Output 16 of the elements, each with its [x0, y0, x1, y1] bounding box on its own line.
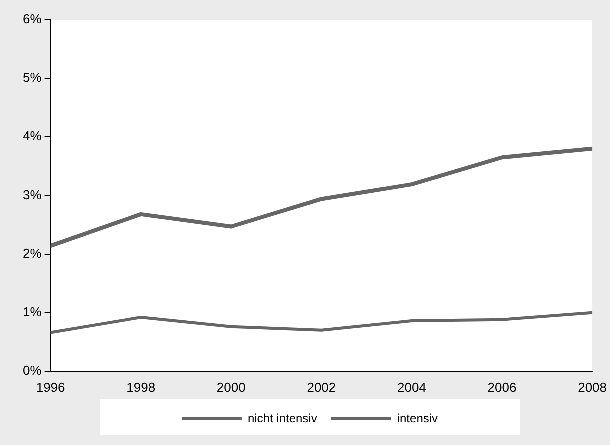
y-tick-label: 4% — [22, 128, 42, 144]
y-tick-label: 5% — [22, 70, 42, 86]
legend-label: nicht intensiv — [248, 411, 318, 426]
y-tick-label: 1% — [22, 304, 42, 320]
y-tick-label: 0% — [22, 362, 42, 378]
x-tick-label: 2000 — [216, 380, 246, 395]
x-tick-label: 2004 — [397, 380, 426, 395]
x-tick-label: 2008 — [578, 380, 607, 395]
x-tick-label: 1998 — [126, 380, 156, 395]
y-tick-label: 2% — [22, 246, 42, 261]
y-tick-label: 6% — [22, 12, 42, 27]
x-tick-label: 2006 — [488, 380, 517, 395]
y-tick-label: 3% — [22, 187, 42, 202]
legend-label: intensiv — [397, 411, 438, 426]
x-tick-label: 1996 — [36, 380, 66, 395]
x-tick-label: 2002 — [307, 380, 336, 395]
